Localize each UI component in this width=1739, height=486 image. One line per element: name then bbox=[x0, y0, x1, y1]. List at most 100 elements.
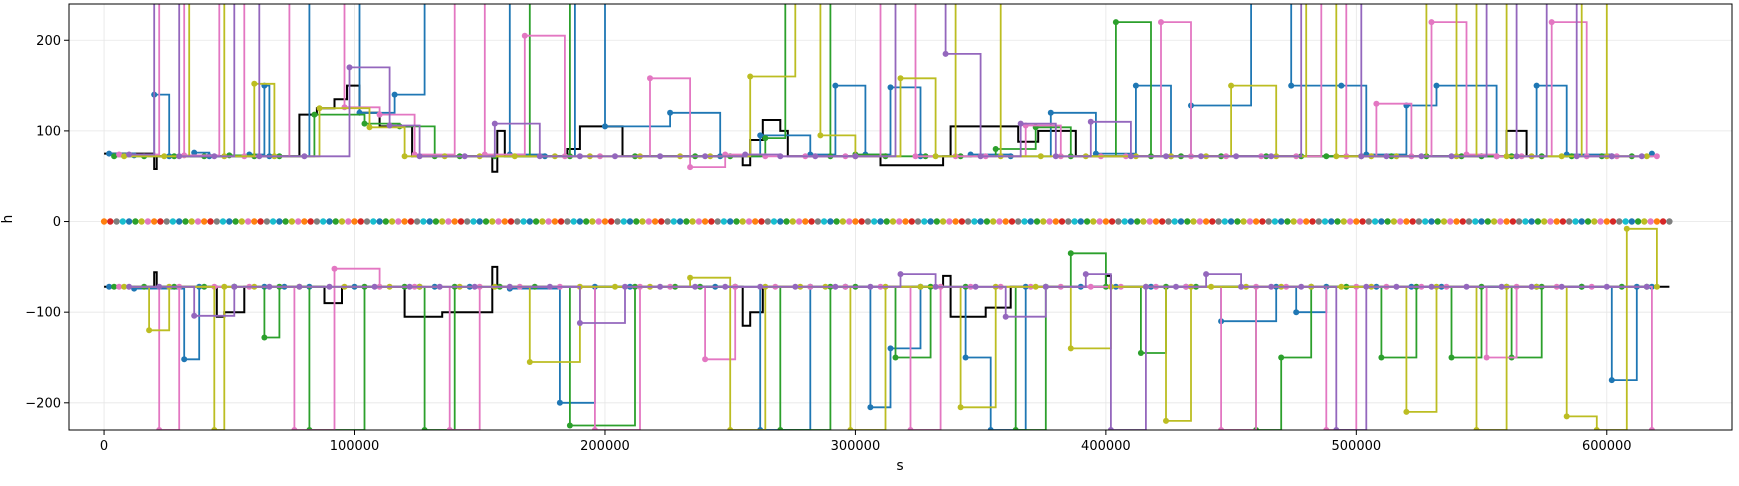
center-line-point bbox=[451, 218, 458, 225]
series-purple-lower-point bbox=[266, 283, 273, 290]
center-line-point bbox=[232, 218, 239, 225]
center-line-point bbox=[163, 218, 170, 225]
center-line-point bbox=[514, 218, 521, 225]
series-purple-lower-point bbox=[1002, 313, 1009, 320]
center-line-point bbox=[100, 218, 108, 225]
reference-lines bbox=[104, 84, 1670, 327]
center-line-point bbox=[752, 218, 759, 225]
center-line-point bbox=[1628, 218, 1636, 225]
series-purple-upper-point bbox=[1358, 153, 1365, 160]
center-line-point bbox=[864, 218, 872, 225]
center-line-point bbox=[902, 218, 909, 225]
series-olive-lower-point bbox=[146, 327, 153, 334]
center-line-point bbox=[770, 218, 778, 225]
center-line-point bbox=[1190, 218, 1197, 225]
series-green-lower-point bbox=[777, 427, 784, 430]
y-tick-label: 0 bbox=[53, 215, 61, 230]
series-green-upper-point bbox=[992, 146, 999, 152]
series-purple-lower-point bbox=[1643, 283, 1650, 290]
series-olive-lower-point bbox=[917, 283, 924, 290]
center-line-point bbox=[382, 218, 389, 225]
center-line-point bbox=[1541, 218, 1548, 225]
center-line-point bbox=[795, 218, 803, 225]
series-purple-upper-point bbox=[612, 153, 618, 160]
center-line-point bbox=[151, 218, 158, 225]
center-line-point bbox=[733, 218, 740, 225]
series-blue-upper-point bbox=[106, 150, 113, 157]
x-axis-label: s bbox=[896, 458, 903, 474]
center-line-point bbox=[689, 218, 696, 225]
series-olive-upper-point bbox=[747, 73, 754, 80]
center-line-point bbox=[401, 218, 408, 225]
series-pink-upper-point bbox=[1158, 19, 1164, 26]
series-blue-lower-point bbox=[556, 399, 563, 406]
series-pink-lower-point bbox=[331, 265, 338, 272]
series-olive-lower-point bbox=[1032, 283, 1039, 290]
series-pink-upper-point bbox=[912, 153, 919, 160]
series-purple-lower-point bbox=[932, 283, 939, 290]
series-purple-lower-point bbox=[231, 283, 238, 290]
center-line-point bbox=[388, 218, 396, 225]
series-purple-lower-point bbox=[867, 283, 874, 290]
series-olive-lower-point bbox=[1563, 413, 1570, 420]
center-line-point bbox=[1428, 218, 1435, 225]
y-tick-label: 100 bbox=[36, 124, 61, 139]
center-line-point bbox=[1641, 218, 1648, 225]
center-line-point bbox=[445, 218, 452, 225]
center-line-point bbox=[1234, 218, 1241, 225]
center-line-point bbox=[476, 218, 483, 225]
center-line-point bbox=[1390, 218, 1398, 225]
center-line-point bbox=[1159, 218, 1166, 225]
reference-line-upper bbox=[104, 84, 1532, 173]
center-line-point bbox=[1196, 218, 1204, 225]
center-line-point bbox=[1497, 218, 1504, 225]
series-blue-lower-point bbox=[887, 345, 894, 352]
series-blue-upper-point bbox=[497, 0, 503, 3]
series-blue-lower-point bbox=[181, 356, 188, 363]
series-olive-upper-point bbox=[1303, 0, 1309, 3]
series-blue-lower-point bbox=[106, 283, 113, 290]
series-pink-lower-point bbox=[156, 427, 163, 430]
y-axis-label: h bbox=[0, 215, 16, 224]
center-line-point bbox=[583, 218, 590, 225]
series-purple-lower-point bbox=[1603, 283, 1610, 290]
center-line-point bbox=[1346, 218, 1354, 225]
series-green-lower-point bbox=[1278, 354, 1285, 361]
center-line-point bbox=[1484, 218, 1492, 225]
series-pink-upper-point bbox=[647, 75, 653, 82]
center-line-point bbox=[1409, 218, 1416, 225]
center-line-point bbox=[871, 218, 878, 225]
center-line-point bbox=[1478, 218, 1485, 225]
series-green-lower-point bbox=[261, 334, 268, 341]
x-tick-label: 400000 bbox=[1081, 439, 1131, 454]
center-line-point bbox=[1096, 218, 1103, 225]
center-line-point bbox=[1453, 218, 1460, 225]
series-pink-upper-point bbox=[116, 151, 123, 158]
series-purple-upper-point bbox=[977, 153, 984, 160]
series-blue-lower-point bbox=[1293, 309, 1300, 316]
series-purple-lower-point bbox=[371, 283, 378, 290]
center-line-point bbox=[282, 218, 289, 225]
series-olive-lower-point bbox=[1208, 283, 1215, 290]
series-pink-lower-point bbox=[702, 356, 709, 363]
center-line-point bbox=[263, 218, 271, 225]
center-line-point bbox=[1146, 218, 1153, 225]
series-blue-upper-point bbox=[1248, 0, 1254, 3]
center-line-point bbox=[420, 218, 427, 225]
center-line-point bbox=[1152, 218, 1160, 225]
series-green-lower-line bbox=[114, 252, 1647, 430]
grid-lines bbox=[69, 4, 1732, 430]
center-line-point bbox=[1271, 218, 1279, 225]
series-olive-lower-point bbox=[221, 283, 228, 290]
center-line-point bbox=[1566, 218, 1573, 225]
center-line-point bbox=[363, 218, 371, 225]
series-pink-upper-point bbox=[1428, 19, 1435, 26]
center-line-point bbox=[1397, 218, 1404, 225]
center-line-point bbox=[814, 218, 822, 225]
series-olive-upper-point bbox=[1643, 153, 1650, 160]
series-purple-lower-line bbox=[129, 273, 1647, 430]
series-blue-upper-point bbox=[1533, 82, 1540, 89]
center-line-point bbox=[1321, 218, 1329, 225]
series-green-upper-point bbox=[311, 111, 318, 118]
center-line-point bbox=[1415, 218, 1423, 225]
